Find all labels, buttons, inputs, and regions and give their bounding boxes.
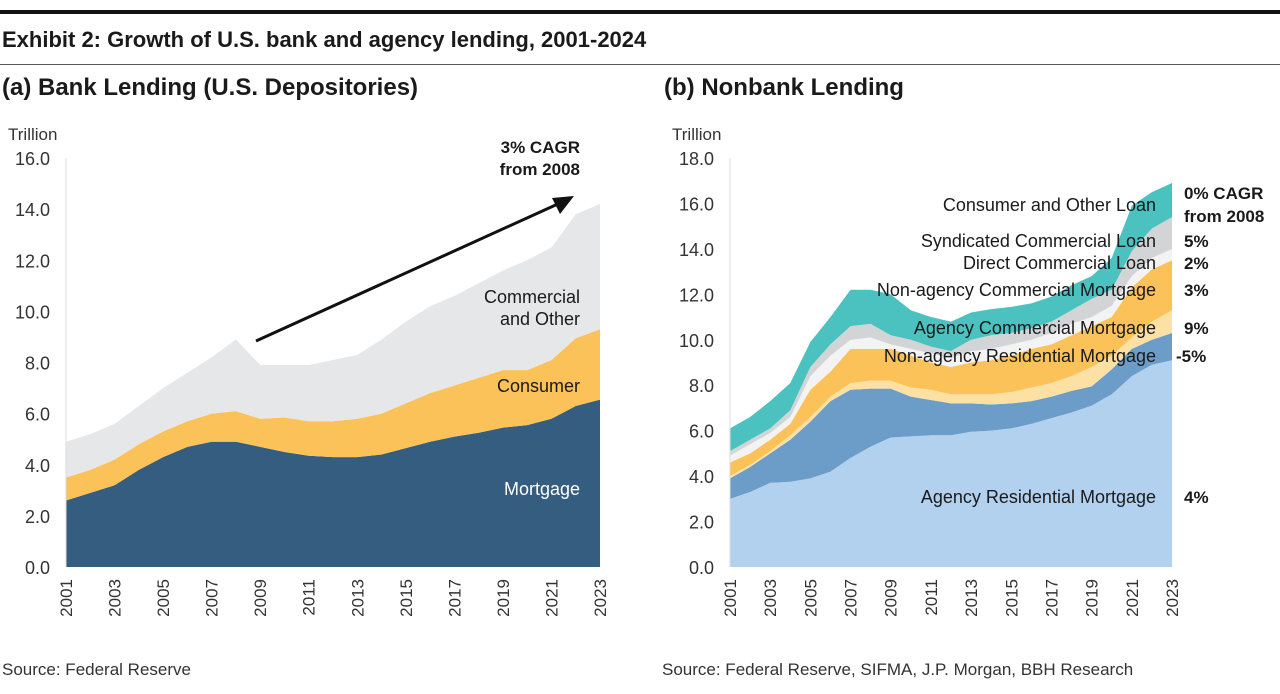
panel-b-source: Source: Federal Reserve, SIFMA, J.P. Mor… xyxy=(662,660,1134,679)
area-non-agency-commercial-mortgage xyxy=(730,260,1172,477)
top-rule xyxy=(0,10,1280,14)
cagr-arrow-line xyxy=(255,201,561,343)
y-tick-label: 8.0 xyxy=(25,354,50,374)
y-tick-label: 16.0 xyxy=(679,194,714,214)
series-label: Syndicated Commercial Loan xyxy=(921,231,1156,251)
x-tick-label: 2021 xyxy=(1123,579,1142,617)
y-tick-label: 12.0 xyxy=(15,251,50,271)
y-tick-label: 4.0 xyxy=(25,456,50,476)
x-tick-label: 2007 xyxy=(203,579,222,617)
y-tick-label: 0.0 xyxy=(689,558,714,578)
y-tick-label: 2.0 xyxy=(25,507,50,527)
x-tick-label: 2001 xyxy=(57,579,76,617)
x-tick-label: 2011 xyxy=(922,579,941,616)
area-mortgage xyxy=(66,399,600,567)
panel-b-subtitle: (b) Nonbank Lending xyxy=(664,74,904,101)
series-label-consumer: Consumer xyxy=(497,376,580,396)
panel-a-subtitle: (a) Bank Lending (U.S. Depositories) xyxy=(2,74,419,101)
y-tick-label: 10.0 xyxy=(679,331,714,351)
x-tick-label: 2005 xyxy=(801,579,820,617)
y-tick-label: 18.0 xyxy=(679,149,714,169)
cagr-value: 0% CAGR xyxy=(1184,184,1263,203)
x-tick-label: 2023 xyxy=(591,579,610,617)
series-label: Agency Commercial Mortgage xyxy=(914,318,1156,338)
y-tick-label: 14.0 xyxy=(679,240,714,260)
x-tick-label: 2019 xyxy=(1083,579,1102,617)
cagr-annotation: from 2008 xyxy=(500,160,580,179)
area-commercial-and-other xyxy=(66,204,600,478)
y-tick-label: 12.0 xyxy=(679,285,714,305)
x-tick-label: 2015 xyxy=(397,579,416,617)
cagr-arrow-head xyxy=(552,196,574,214)
x-tick-label: 2007 xyxy=(842,579,861,617)
cagr-value: from 2008 xyxy=(1184,207,1264,226)
x-tick-label: 2015 xyxy=(1002,579,1021,617)
y-tick-label: 14.0 xyxy=(15,200,50,220)
series-label-commercial: Commercial xyxy=(484,287,580,307)
y-tick-label: 6.0 xyxy=(689,422,714,442)
x-tick-label: 2003 xyxy=(106,579,125,617)
exhibit-title: Exhibit 2: Growth of U.S. bank and agenc… xyxy=(2,27,647,52)
series-label-commercial: and Other xyxy=(500,309,580,329)
x-tick-label: 2023 xyxy=(1163,579,1182,617)
series-label: Non-agency Commercial Mortgage xyxy=(877,280,1156,300)
x-tick-label: 2019 xyxy=(494,579,513,617)
y-tick-label: 16.0 xyxy=(15,149,50,169)
cagr-value: 3% xyxy=(1184,281,1209,300)
series-label: Agency Residential Mortgage xyxy=(921,487,1156,507)
area-agency-residential-mortgage xyxy=(730,360,1172,567)
y-tick-label: 10.0 xyxy=(15,302,50,322)
area-consumer-and-other-loan xyxy=(730,182,1172,452)
panel-a-source: Source: Federal Reserve xyxy=(2,660,191,679)
y-axis-label: Trillion xyxy=(672,125,721,144)
x-tick-label: 2011 xyxy=(300,579,319,616)
x-tick-label: 2017 xyxy=(1042,579,1061,617)
title-rule xyxy=(0,64,1280,65)
x-tick-label: 2003 xyxy=(761,579,780,617)
x-tick-label: 2013 xyxy=(962,579,981,617)
area-non-agency-residential-mortgage xyxy=(730,332,1172,499)
series-label: Consumer and Other Loan xyxy=(943,195,1156,215)
area-consumer xyxy=(66,329,600,501)
cagr-value: -5% xyxy=(1176,347,1206,366)
y-tick-label: 2.0 xyxy=(689,513,714,533)
series-label: Non-agency Residential Mortgage xyxy=(884,346,1156,366)
x-tick-label: 2009 xyxy=(251,579,270,617)
x-tick-label: 2021 xyxy=(542,579,561,617)
cagr-value: 9% xyxy=(1184,319,1209,338)
series-label: Direct Commercial Loan xyxy=(963,253,1156,273)
y-tick-label: 4.0 xyxy=(689,467,714,487)
y-axis-label: Trillion xyxy=(8,125,57,144)
cagr-value: 2% xyxy=(1184,254,1209,273)
cagr-annotation: 3% CAGR xyxy=(501,138,580,157)
x-tick-label: 2017 xyxy=(445,579,464,617)
x-tick-label: 2009 xyxy=(882,579,901,617)
y-tick-label: 8.0 xyxy=(689,376,714,396)
x-tick-label: 2001 xyxy=(721,579,740,617)
series-label-mortgage: Mortgage xyxy=(504,479,580,499)
y-tick-label: 6.0 xyxy=(25,405,50,425)
x-tick-label: 2013 xyxy=(348,579,367,617)
cagr-value: 4% xyxy=(1184,488,1209,507)
cagr-value: 5% xyxy=(1184,232,1209,251)
y-tick-label: 0.0 xyxy=(25,558,50,578)
x-tick-label: 2005 xyxy=(154,579,173,617)
